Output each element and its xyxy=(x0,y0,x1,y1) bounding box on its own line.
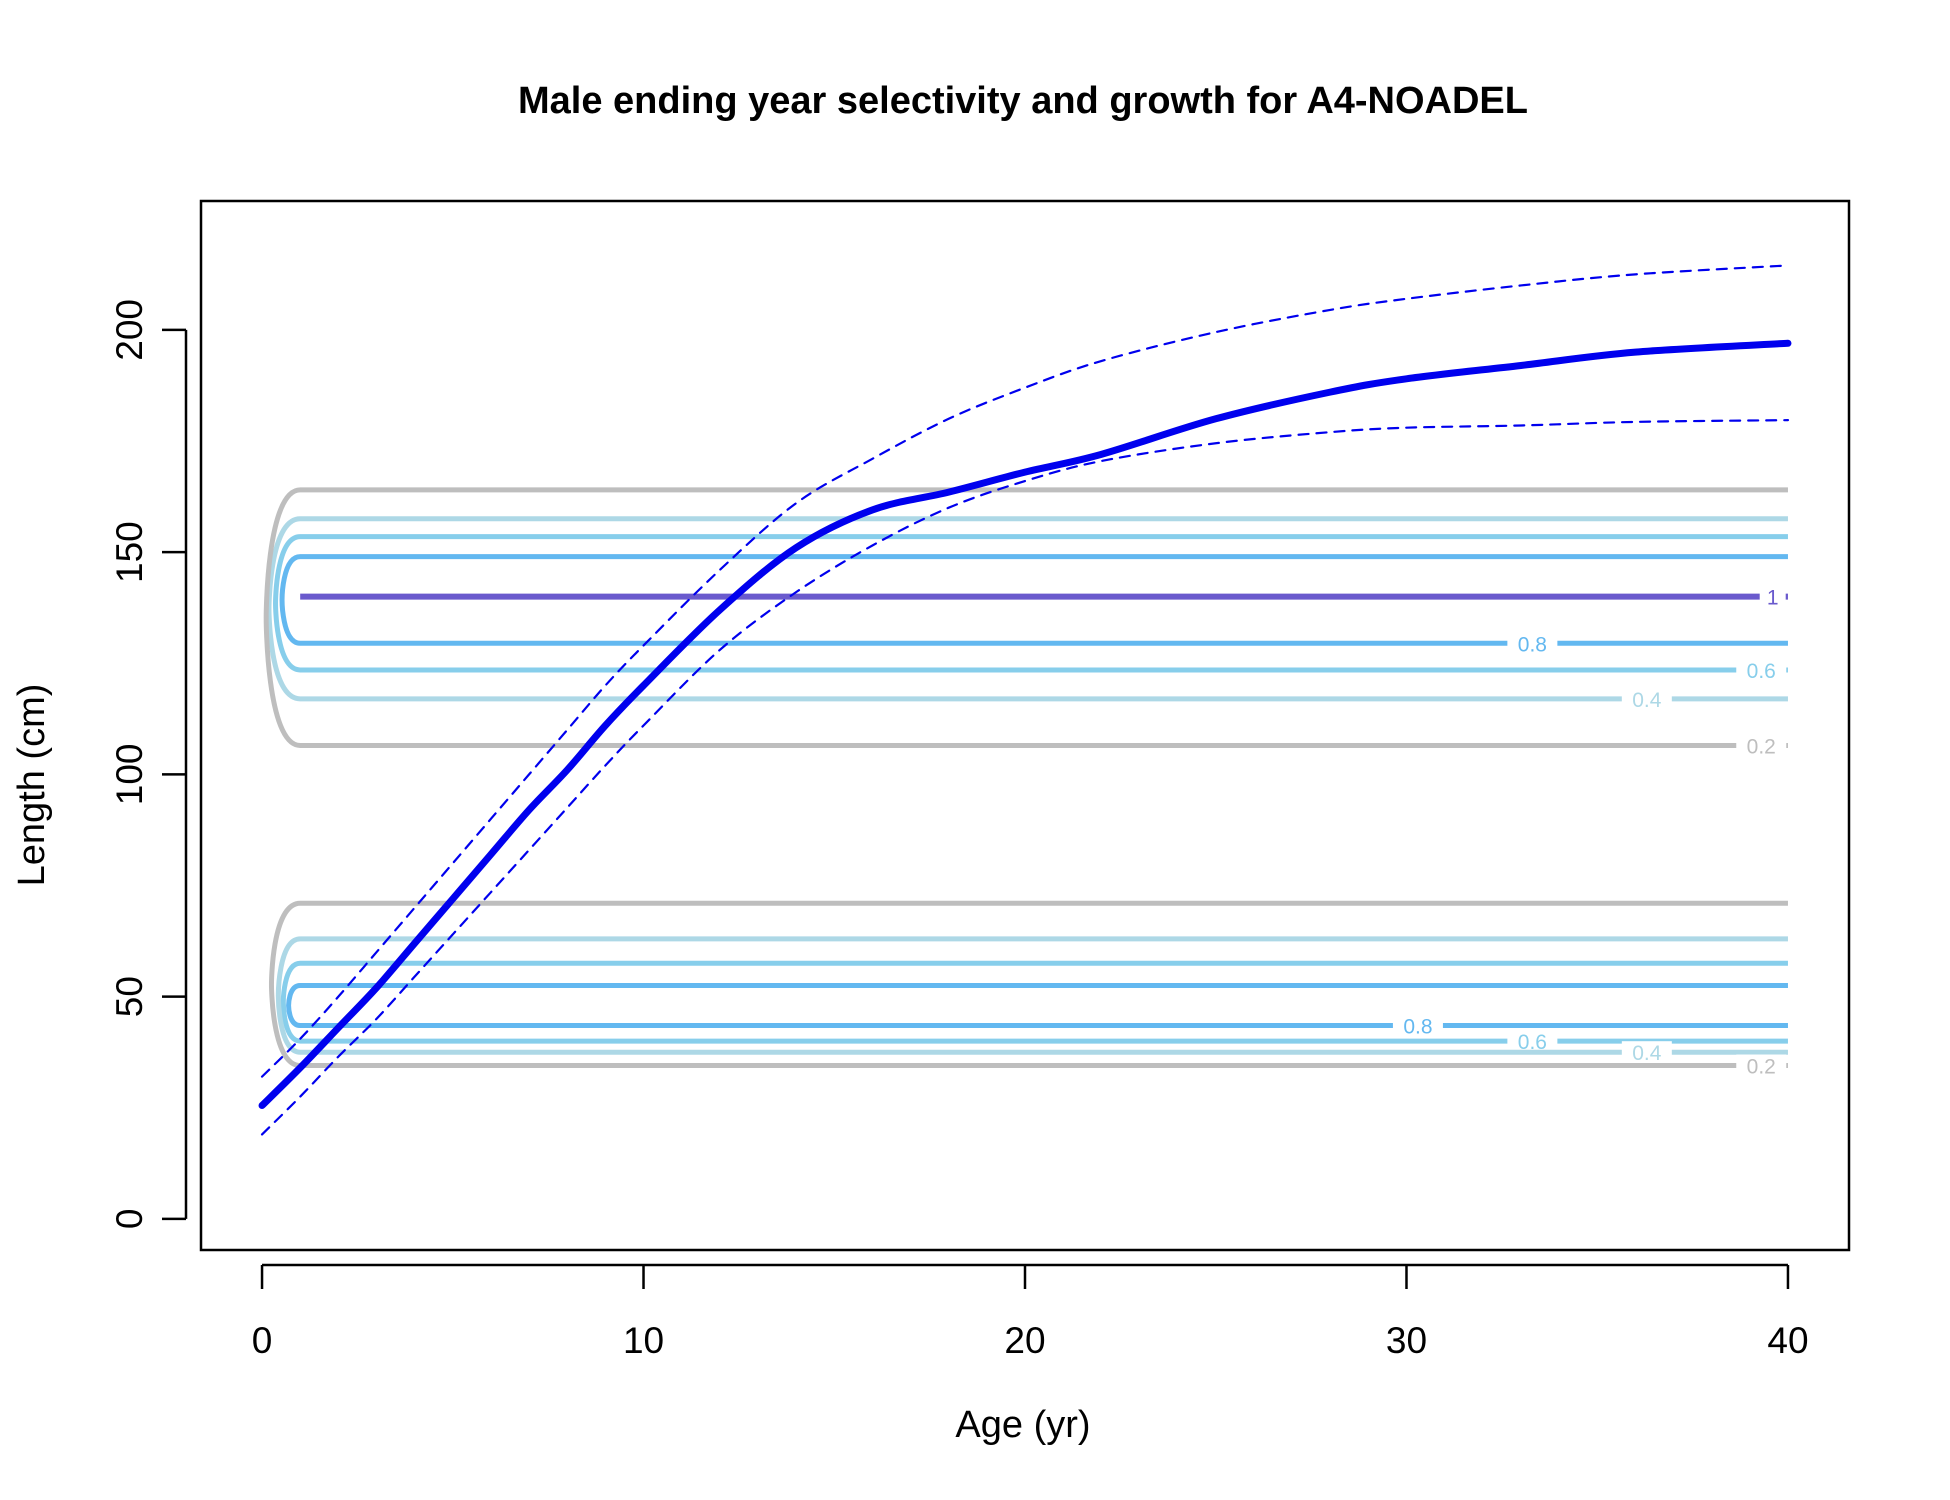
contour-label: 0.8 xyxy=(1403,1016,1432,1039)
y-tick-label: 100 xyxy=(109,744,150,806)
contour-label: 0.8 xyxy=(1518,633,1547,656)
contour-line xyxy=(279,554,1788,646)
contour-label: 1 xyxy=(1767,587,1779,610)
contour-line xyxy=(286,983,1788,1029)
x-tick-label: 10 xyxy=(623,1320,664,1361)
selectivity-contours: 1 0.8 0.6 0.4 0.2 0.8 0.6 0.4 0.2 xyxy=(263,487,1788,1079)
plot-frame xyxy=(199,199,1851,1252)
chart-title: Male ending year selectivity and growth … xyxy=(518,80,1528,122)
contour-line xyxy=(266,516,1788,702)
y-tick-label: 0 xyxy=(109,1209,150,1230)
y-tick-label: 50 xyxy=(109,976,150,1017)
contour-label-gap xyxy=(1507,1030,1558,1053)
contour-label: 0.2 xyxy=(1747,736,1776,759)
contour-line xyxy=(275,936,1788,1055)
contour-line xyxy=(273,534,1788,673)
interval-line xyxy=(260,419,1790,1136)
contour-label-gap xyxy=(1736,734,1787,757)
contour-label-gap xyxy=(1621,687,1672,710)
contour-label-gap xyxy=(1759,585,1786,608)
contour-label: 0.2 xyxy=(1747,1056,1776,1079)
contour-label: 0.6 xyxy=(1518,1031,1547,1054)
contour-label-gap xyxy=(1736,1054,1787,1077)
growth-curves xyxy=(258,264,1792,1136)
x-tick-label: 30 xyxy=(1386,1320,1427,1361)
x-tick-label: 40 xyxy=(1767,1320,1808,1361)
y-axis-label: Length (cm) xyxy=(11,684,53,887)
x-tick-label: 20 xyxy=(1004,1320,1045,1361)
contour-line xyxy=(263,487,1788,749)
mean-growth-line xyxy=(258,339,1792,1110)
contour-label-gap xyxy=(1507,632,1558,655)
contour-line xyxy=(268,900,1788,1069)
contour-label-gap xyxy=(1621,1041,1672,1064)
contour-label: 0.6 xyxy=(1747,660,1776,683)
y-tick-label: 200 xyxy=(109,299,150,361)
axes: 0 10 20 30 40 0 50 100 150 200 xyxy=(109,299,1809,1361)
contour-label: 0.4 xyxy=(1632,689,1662,712)
interval-line xyxy=(260,264,1790,1078)
contour-label-gap xyxy=(1392,1014,1443,1037)
x-tick-label: 0 xyxy=(252,1320,273,1361)
contour-line xyxy=(280,960,1788,1044)
y-tick-label: 150 xyxy=(109,521,150,583)
x-axis-label: Age (yr) xyxy=(955,1404,1090,1446)
contour-label: 0.4 xyxy=(1632,1042,1662,1065)
contour-label-gap xyxy=(1736,658,1787,681)
